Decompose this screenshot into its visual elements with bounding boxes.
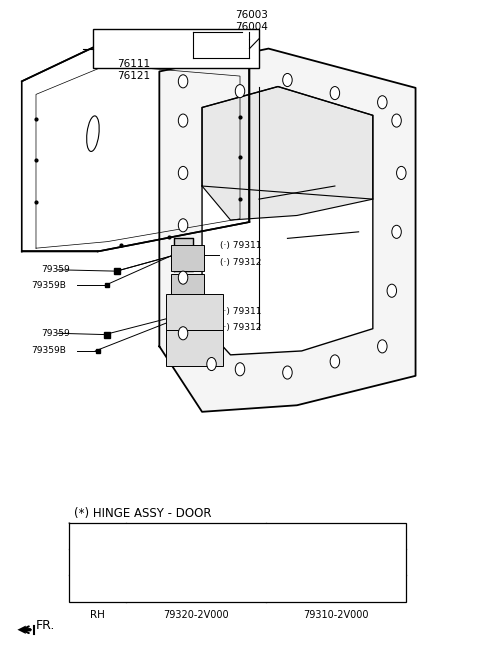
Bar [93,29,259,68]
Polygon shape [202,86,373,355]
Bar [167,294,223,330]
Polygon shape [159,49,416,412]
Text: 79320-2V000: 79320-2V000 [163,610,229,620]
Circle shape [207,358,216,370]
Text: 76111
76121: 76111 76121 [117,59,150,81]
Text: 79359B: 79359B [31,346,66,356]
Circle shape [392,225,401,238]
Circle shape [179,114,188,127]
Text: (·) 79312: (·) 79312 [220,258,262,267]
Text: FR.: FR. [36,619,55,632]
Text: LWR: LWR [325,531,347,541]
Text: RH: RH [90,610,105,620]
Bar [171,245,204,271]
Bar [171,275,204,300]
Circle shape [330,355,340,368]
Polygon shape [202,86,373,220]
Text: 76003
76004: 76003 76004 [235,10,268,32]
Text: (·) 79311: (·) 79311 [220,307,262,315]
Bar [167,330,223,366]
Text: (*) HINGE ASSY - DOOR: (*) HINGE ASSY - DOOR [74,507,212,520]
Circle shape [179,218,188,232]
Circle shape [235,363,245,376]
Circle shape [392,114,401,127]
Text: (·) 79312: (·) 79312 [220,323,262,333]
Circle shape [283,73,292,86]
Bar [69,523,406,602]
Circle shape [179,75,188,88]
Circle shape [235,84,245,98]
Text: 79359B: 79359B [31,281,66,290]
Text: 79359: 79359 [41,329,70,338]
Circle shape [179,271,188,284]
Ellipse shape [87,116,99,151]
Text: 79310-2V000: 79310-2V000 [303,610,369,620]
Circle shape [330,86,340,100]
Text: 79320-2V000: 79320-2V000 [303,583,369,593]
Circle shape [378,340,387,353]
Circle shape [396,166,406,180]
Polygon shape [174,238,192,271]
Text: LH: LH [91,583,105,593]
Circle shape [283,366,292,379]
Text: 79310-2V000: 79310-2V000 [163,583,229,593]
Circle shape [387,284,396,297]
Text: UPR: UPR [186,531,206,541]
Text: 79359: 79359 [41,265,70,275]
Circle shape [179,166,188,180]
Circle shape [179,327,188,340]
Circle shape [378,96,387,109]
Text: (·) 79311: (·) 79311 [220,241,262,250]
Polygon shape [174,304,192,337]
Polygon shape [22,46,250,251]
